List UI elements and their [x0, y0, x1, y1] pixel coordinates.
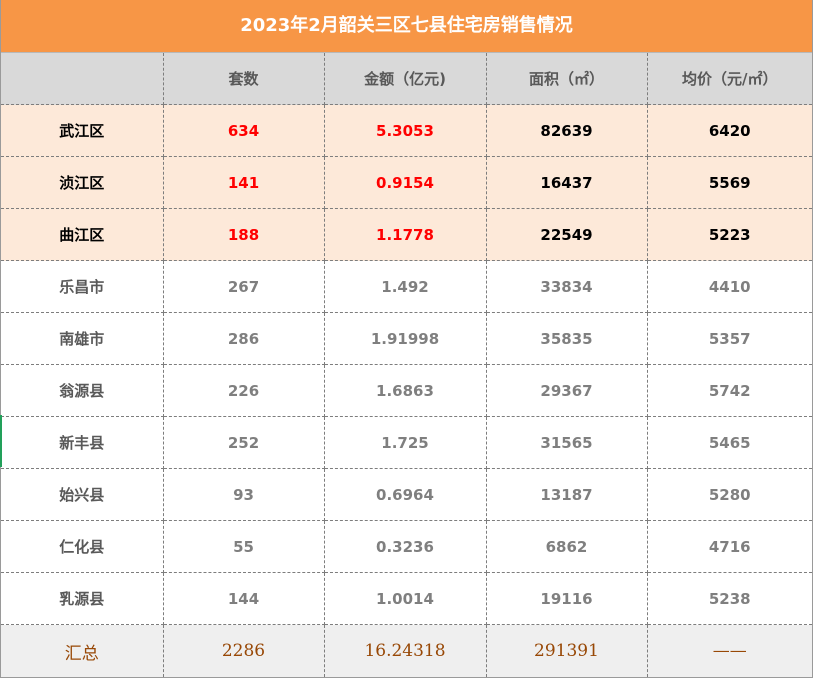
area-cell: 82639 [485, 104, 648, 157]
area-cell: 33834 [485, 260, 648, 313]
district-name: 乳源县 [1, 572, 164, 625]
district-name: 曲江区 [1, 208, 164, 261]
amount-cell: 1.0014 [323, 572, 487, 625]
header-area: 面积（㎡） [485, 53, 648, 105]
area-cell: 13187 [485, 468, 648, 521]
price-cell: 5569 [646, 156, 812, 209]
amount-cell: 1.1778 [323, 208, 487, 261]
row-marker [0, 415, 2, 467]
area-cell: 35835 [485, 312, 648, 365]
units-cell: 55 [162, 520, 325, 573]
price-cell: 5280 [646, 468, 812, 521]
area-cell: 31565 [485, 416, 648, 469]
header-row: 套数 金额（亿元) 面积（㎡） 均价（元/㎡） [1, 53, 812, 105]
district-name: 浈江区 [1, 156, 164, 209]
table-row: 翁源县 226 1.6863 29367 5742 [1, 364, 812, 417]
units-cell: 188 [162, 208, 325, 261]
table-row: 仁化县 55 0.3236 6862 4716 [1, 520, 812, 573]
area-cell: 29367 [485, 364, 648, 417]
header-amount: 金额（亿元) [323, 53, 487, 105]
price-cell: 5238 [646, 572, 812, 625]
district-name: 始兴县 [1, 468, 164, 521]
units-cell: 144 [162, 572, 325, 625]
table-title: 2023年2月韶关三区七县住宅房销售情况 [1, 0, 812, 53]
units-cell: 634 [162, 104, 325, 157]
amount-cell: 1.492 [323, 260, 487, 313]
amount-cell: 0.3236 [323, 520, 487, 573]
district-name: 乐昌市 [1, 260, 164, 313]
amount-cell: 1.6863 [323, 364, 487, 417]
table-row: 始兴县 93 0.6964 13187 5280 [1, 468, 812, 521]
total-area: 291391 [485, 624, 648, 677]
amount-cell: 1.91998 [323, 312, 487, 365]
table-row: 武江区 634 5.3053 82639 6420 [1, 104, 812, 157]
price-cell: 5357 [646, 312, 812, 365]
units-cell: 267 [162, 260, 325, 313]
total-units: 2286 [162, 624, 325, 677]
table-row: 乐昌市 267 1.492 33834 4410 [1, 260, 812, 313]
amount-cell: 5.3053 [323, 104, 487, 157]
units-cell: 252 [162, 416, 325, 469]
header-blank [1, 53, 164, 105]
units-cell: 93 [162, 468, 325, 521]
amount-cell: 1.725 [323, 416, 487, 469]
header-units: 套数 [162, 53, 325, 105]
price-cell: 4410 [646, 260, 812, 313]
district-name: 新丰县 [1, 416, 164, 469]
total-row: 汇总 2286 16.24318 291391 —— [1, 624, 812, 677]
units-cell: 286 [162, 312, 325, 365]
district-name: 武江区 [1, 104, 164, 157]
amount-cell: 0.9154 [323, 156, 487, 209]
table-row: 浈江区 141 0.9154 16437 5569 [1, 156, 812, 209]
area-cell: 16437 [485, 156, 648, 209]
price-cell: 5465 [646, 416, 812, 469]
district-name: 南雄市 [1, 312, 164, 365]
table-row: 乳源县 144 1.0014 19116 5238 [1, 572, 812, 625]
district-name: 翁源县 [1, 364, 164, 417]
table-row: 南雄市 286 1.91998 35835 5357 [1, 312, 812, 365]
price-cell: 4716 [646, 520, 812, 573]
area-cell: 6862 [485, 520, 648, 573]
table-row: 曲江区 188 1.1778 22549 5223 [1, 208, 812, 261]
area-cell: 22549 [485, 208, 648, 261]
price-cell: 5742 [646, 364, 812, 417]
price-cell: 6420 [646, 104, 812, 157]
table-row: 新丰县 252 1.725 31565 5465 [1, 416, 812, 469]
amount-cell: 0.6964 [323, 468, 487, 521]
total-price: —— [646, 624, 812, 677]
units-cell: 141 [162, 156, 325, 209]
header-price: 均价（元/㎡） [646, 53, 812, 105]
price-cell: 5223 [646, 208, 812, 261]
sales-table: 套数 金额（亿元) 面积（㎡） 均价（元/㎡） 武江区 634 5.3053 8… [1, 53, 812, 677]
total-amount: 16.24318 [323, 624, 487, 677]
district-name: 仁化县 [1, 520, 164, 573]
total-label: 汇总 [1, 624, 164, 677]
area-cell: 19116 [485, 572, 648, 625]
units-cell: 226 [162, 364, 325, 417]
